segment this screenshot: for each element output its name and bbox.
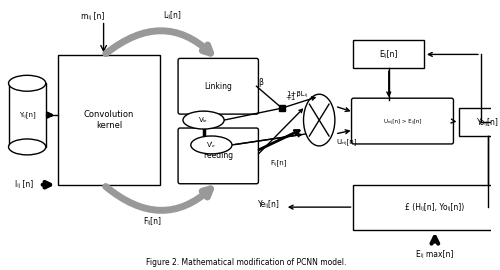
Ellipse shape — [304, 94, 335, 146]
Text: +1: +1 — [285, 95, 296, 101]
Text: Yᵢⱼ[n]: Yᵢⱼ[n] — [19, 112, 36, 119]
Text: Vⁱₑ: Vⁱₑ — [207, 142, 216, 148]
Ellipse shape — [8, 139, 46, 155]
FancyBboxPatch shape — [58, 55, 160, 185]
Ellipse shape — [8, 75, 46, 91]
Text: £ (Hᵢⱼ[n], Yoᵢⱼ[n]): £ (Hᵢⱼ[n], Yoᵢⱼ[n]) — [405, 202, 464, 212]
Text: Yeᵢⱼ[n]: Yeᵢⱼ[n] — [258, 200, 280, 209]
Text: Vₗₑ: Vₗₑ — [199, 117, 208, 123]
FancyBboxPatch shape — [352, 98, 454, 144]
Text: Uₑᵢⱼ[n] > Eᵢⱼ[n]: Uₑᵢⱼ[n] > Eᵢⱼ[n] — [384, 119, 421, 124]
Text: Convolution
kernel: Convolution kernel — [84, 110, 134, 130]
FancyBboxPatch shape — [354, 40, 424, 68]
Ellipse shape — [183, 111, 224, 129]
Text: Linking: Linking — [204, 82, 232, 91]
FancyBboxPatch shape — [354, 185, 500, 230]
Text: Fᵢⱼ[n]: Fᵢⱼ[n] — [144, 217, 162, 226]
FancyBboxPatch shape — [8, 83, 46, 147]
Text: Fᵢⱼ[n]: Fᵢⱼ[n] — [270, 160, 286, 166]
Text: Lᵢⱼ[n]: Lᵢⱼ[n] — [164, 11, 181, 20]
Text: Feeding: Feeding — [203, 151, 234, 160]
Text: Figure 2. Mathematical modification of PCNN model.: Figure 2. Mathematical modification of P… — [146, 258, 346, 267]
Text: Eᵢⱼ max[n]: Eᵢⱼ max[n] — [416, 250, 454, 259]
Text: β: β — [258, 78, 264, 87]
Text: 1+βLᵢⱼ: 1+βLᵢⱼ — [286, 91, 307, 97]
FancyBboxPatch shape — [178, 58, 258, 114]
Ellipse shape — [191, 136, 232, 154]
Text: Iᵢⱼ [n]: Iᵢⱼ [n] — [16, 180, 34, 189]
Text: Yoᵢⱼ[n]: Yoᵢⱼ[n] — [477, 117, 498, 127]
Text: Uₑᵢⱼ[n]: Uₑᵢⱼ[n] — [337, 139, 357, 145]
FancyBboxPatch shape — [460, 108, 500, 136]
Text: mᵢⱼ [n]: mᵢⱼ [n] — [81, 12, 104, 21]
FancyBboxPatch shape — [178, 128, 258, 184]
Text: Eᵢⱼ[n]: Eᵢⱼ[n] — [380, 50, 398, 59]
